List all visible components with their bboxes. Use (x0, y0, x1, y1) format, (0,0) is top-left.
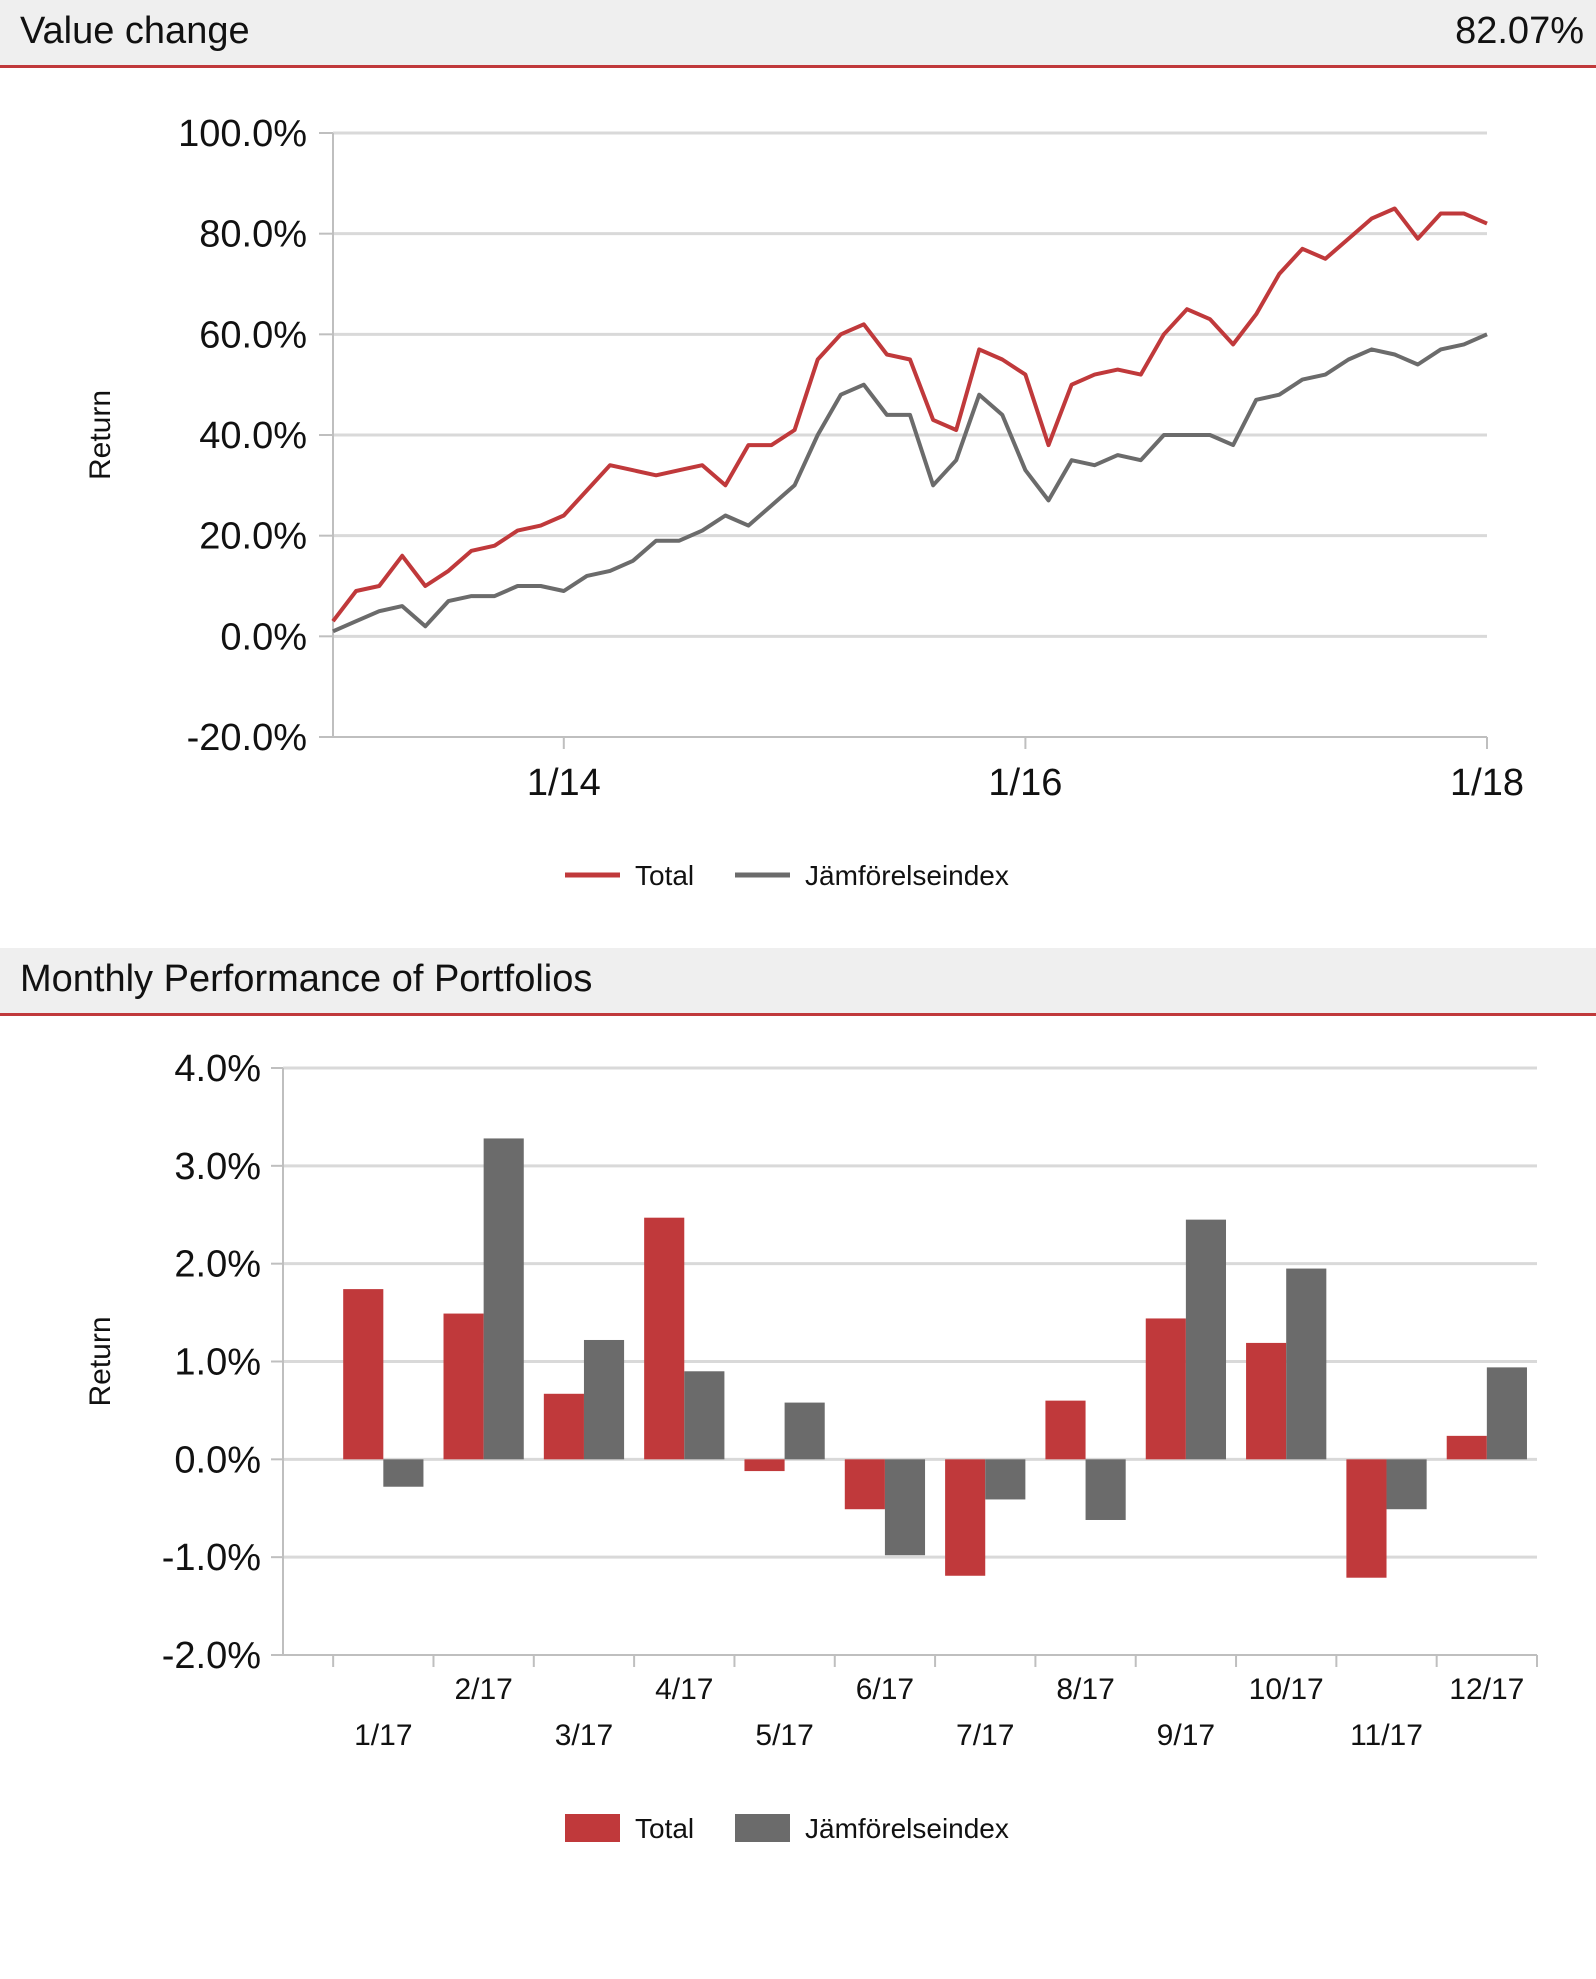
y-tick-label: -1.0% (162, 1537, 261, 1579)
x-tick-label: 9/17 (1157, 1719, 1215, 1752)
bar-jamforelseindex (1085, 1459, 1126, 1520)
bar-jamforelseindex (1185, 1219, 1227, 1460)
bar-total (1246, 1342, 1287, 1460)
x-tick-label: 1/18 (1450, 762, 1524, 804)
value-change-title: Value change (20, 10, 250, 52)
y-tick-label: 60.0% (199, 314, 307, 356)
y-axis-label: Return (84, 1316, 117, 1406)
legend-label-jamforelseindex: Jämförelseindex (805, 860, 1009, 891)
y-tick-label: 100.0% (178, 113, 307, 155)
series-line-jamforelseindex (332, 332, 1488, 634)
x-tick-label: 11/17 (1350, 1719, 1423, 1752)
monthly-performance-bar-chart: 4.0% 3.0% 2.0% 1.0% 0.0% -1.0% -2.0% Return 1/17… (84, 1048, 1538, 1844)
x-tick-label: 3/17 (555, 1719, 613, 1752)
y-tick-label: 0.0% (174, 1439, 261, 1481)
legend-swatch-jamforelseindex (735, 1814, 790, 1842)
y-tick-label: 4.0% (174, 1048, 261, 1090)
bar-jamforelseindex (483, 1138, 524, 1460)
x-tick-label: 1/14 (527, 762, 601, 804)
x-tick-label: 1/16 (988, 762, 1062, 804)
x-tick-label: 8/17 (1056, 1673, 1114, 1706)
monthly-performance-title: Monthly Performance of Portfolios (20, 958, 593, 1000)
bar-jamforelseindex (985, 1459, 1026, 1500)
value-change-total: 82.07% (1455, 10, 1584, 52)
y-axis-label: Return (84, 390, 117, 480)
legend-swatch-total (565, 1814, 620, 1842)
bar-total (844, 1459, 885, 1510)
y-tick-label: 0.0% (220, 616, 307, 658)
bar-jamforelseindex (383, 1459, 424, 1487)
bar-total (543, 1393, 584, 1460)
legend-label-total: Total (635, 860, 694, 891)
bar-total (744, 1459, 785, 1472)
monthly-performance-header: Monthly Performance of Portfolios (0, 948, 1596, 1016)
x-tick-label: 5/17 (755, 1719, 813, 1752)
x-tick-label: 4/17 (655, 1673, 713, 1706)
y-tick-label: 40.0% (199, 415, 307, 457)
bar-total (443, 1313, 484, 1460)
bar-total (343, 1289, 384, 1460)
bar-total (1145, 1318, 1186, 1460)
x-tick-label: 2/17 (454, 1673, 512, 1706)
x-tick-label: 7/17 (956, 1719, 1014, 1752)
bar-jamforelseindex (1486, 1367, 1527, 1460)
bar-jamforelseindex (1386, 1459, 1427, 1510)
bar-jamforelseindex (1286, 1268, 1327, 1460)
y-tick-label: 20.0% (199, 516, 307, 558)
y-tick-label: 2.0% (174, 1244, 261, 1286)
bar-jamforelseindex (784, 1402, 825, 1460)
bar-total (945, 1459, 986, 1576)
y-tick-label: 1.0% (174, 1342, 261, 1384)
y-tick-label: 3.0% (174, 1146, 261, 1188)
bar-total (1045, 1400, 1086, 1460)
series-line-total (331, 206, 1488, 623)
bar-jamforelseindex (684, 1371, 725, 1460)
y-tick-label: -20.0% (187, 717, 307, 759)
bar-total (644, 1217, 685, 1460)
legend-label-jamforelseindex: Jämförelseindex (805, 1813, 1009, 1844)
bar-total (1346, 1459, 1387, 1578)
value-change-header: Value change 82.07% (0, 0, 1596, 68)
legend-label-total: Total (635, 1813, 694, 1844)
x-tick-label: 10/17 (1249, 1673, 1324, 1706)
y-tick-label: 80.0% (199, 214, 307, 256)
x-tick-label: 1/17 (354, 1719, 412, 1752)
value-change-line-chart: 100.0% 80.0% 60.0% 40.0% 20.0% 0.0% -20.0% 1/14… (84, 113, 1524, 891)
y-tick-label: -2.0% (162, 1635, 261, 1677)
bar-jamforelseindex (884, 1459, 926, 1556)
x-tick-label: 12/17 (1449, 1673, 1524, 1706)
bar-jamforelseindex (583, 1339, 625, 1460)
x-tick-label: 6/17 (856, 1673, 914, 1706)
bar-total (1446, 1435, 1487, 1460)
